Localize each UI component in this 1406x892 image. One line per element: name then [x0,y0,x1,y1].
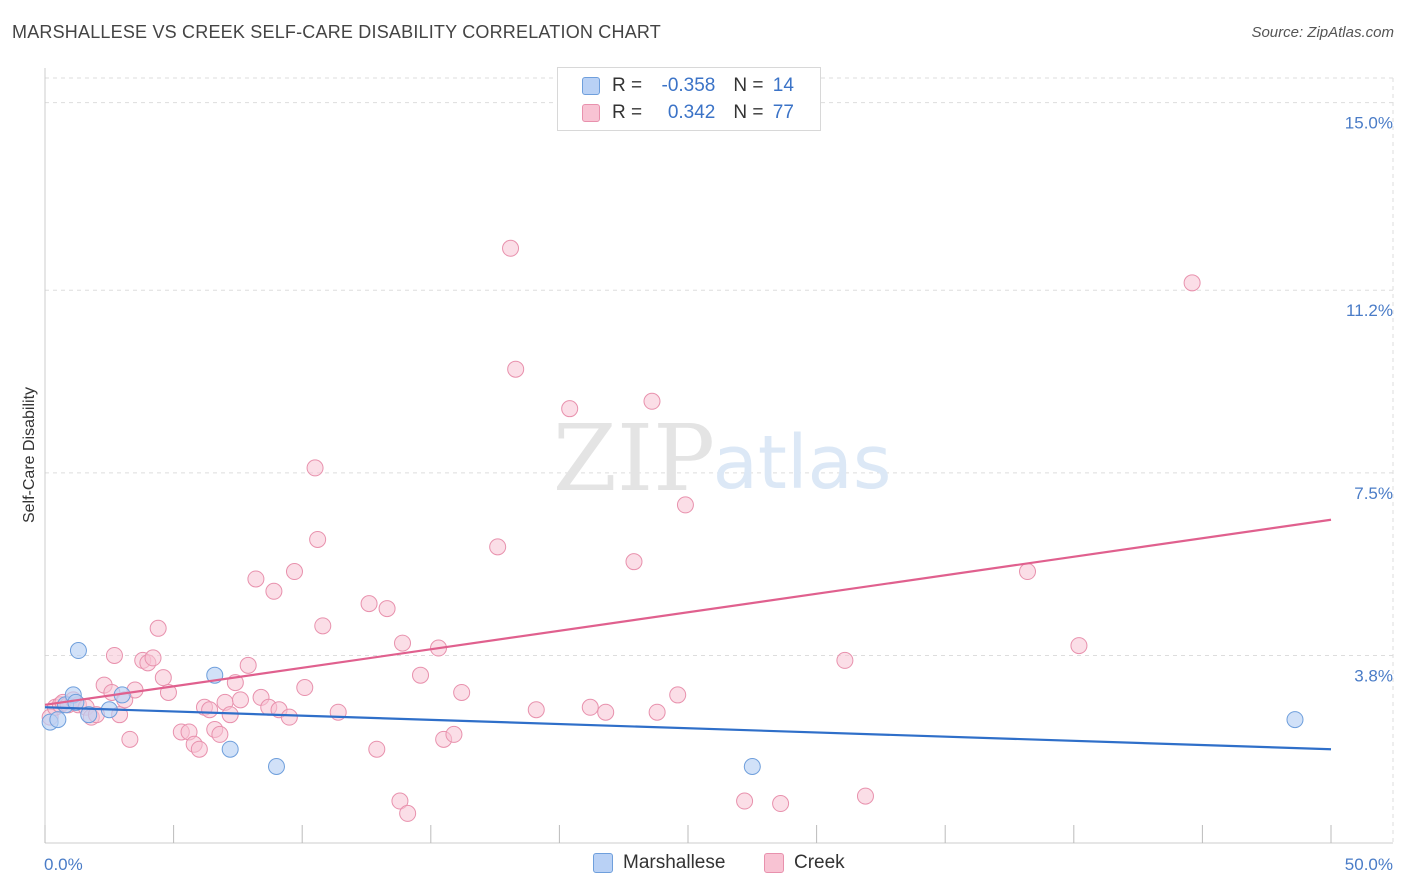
creek-point [105,646,123,664]
creek-point [190,740,208,758]
creek-point [399,804,417,822]
creek-point [149,619,167,637]
legend-item-creek: Creek [764,852,845,874]
marshallese-point [267,758,285,775]
creek-point [676,496,694,514]
creek-point [502,239,520,257]
marshallese-point [80,706,98,724]
creek-point [368,740,386,758]
creek-point [856,787,874,805]
y-axis-label: Self-Care Disability [21,387,38,523]
creek-point [378,600,396,618]
creek-point [453,683,471,701]
y-tick-label: 15.0% [1345,114,1393,133]
y-tick-label: 11.2% [1346,301,1393,320]
creek-point [772,795,790,813]
creek-point [231,691,249,709]
watermark-atlas: atlas [713,420,892,506]
marshallese-point [1286,711,1304,729]
creek-point [285,563,303,581]
marshallese-point [221,740,239,758]
marshallese-point [49,711,67,729]
creek-point [1019,563,1037,581]
creek-trend-line [44,518,1332,706]
legend-n-value: 77 [772,102,794,123]
series-legend: Marshallese Creek [0,852,1406,878]
marshallese-point [743,758,761,775]
creek-point [1183,274,1201,292]
creek-point [1070,637,1088,655]
legend-r-value: -0.358 [661,75,716,96]
creek-point [306,459,324,477]
creek-point [561,400,579,418]
creek-point [239,656,257,674]
legend-r-value: 0.342 [667,102,716,123]
source-label: Source: ZipAtlas.com [1251,24,1394,41]
creek-point [412,666,430,684]
creek-point [394,634,412,652]
marshallese-points [41,642,1304,775]
stats-legend: R = -0.358 N = 14 R = 0.342 N = 77 [557,67,821,131]
x-tick-label-max: 50.0% [1345,855,1393,874]
watermark-zip: ZIP [553,405,715,512]
creek-point [314,617,332,635]
x-tick-label-min: 0.0% [44,855,83,874]
creek-point [121,730,139,748]
marshallese-legend-swatch [593,853,613,873]
creek-point [489,538,507,556]
y-tick-label: 7.5% [1354,484,1393,503]
creek-legend-label: Creek [794,852,845,873]
legend-item-marshallese: Marshallese [593,852,725,874]
creek-point [736,792,754,810]
creek-point [527,701,545,719]
creek-point [265,582,283,600]
creek-point [581,698,599,716]
legend-r-label: R = [612,102,648,123]
legend-n-label: N = [733,102,769,123]
creek-point [625,553,643,571]
creek-point [445,725,463,743]
marshallese-trend-line [44,706,1332,751]
creek-point [201,701,219,719]
creek-point [391,792,409,810]
creek-point [836,651,854,669]
creek-point [221,706,239,724]
creek-point [597,703,615,721]
trend-lines [44,518,1332,751]
chart-title: MARSHALLESE VS CREEK SELF-CARE DISABILIT… [12,22,661,42]
tick-labels: 3.8% 7.5% 11.2% 15.0% 0.0% 50.0% [44,114,1393,874]
legend-n-value: 14 [772,75,794,96]
creek-point [211,725,229,743]
legend-row-creek: R = 0.342 N = 77 [582,100,794,126]
creek-point [669,686,687,704]
legend-r-label: R = [612,75,648,96]
creek-point [247,570,265,588]
marshallese-point [69,642,87,660]
marshallese-legend-label: Marshallese [623,852,726,873]
creek-point [144,649,162,667]
creek-point [309,530,327,548]
marshallese-swatch [582,77,600,95]
creek-point [360,595,378,613]
creek-point [507,360,525,378]
creek-point [154,669,172,687]
creek-point [643,392,661,410]
y-tick-label: 3.8% [1354,666,1393,685]
legend-row-marshallese: R = -0.358 N = 14 [582,73,794,99]
creek-point [296,679,314,697]
creek-point [280,708,298,726]
creek-legend-swatch [764,853,784,873]
creek-swatch [582,104,600,122]
legend-n-label: N = [733,75,769,96]
creek-points [41,239,1201,822]
creek-point [648,703,666,721]
